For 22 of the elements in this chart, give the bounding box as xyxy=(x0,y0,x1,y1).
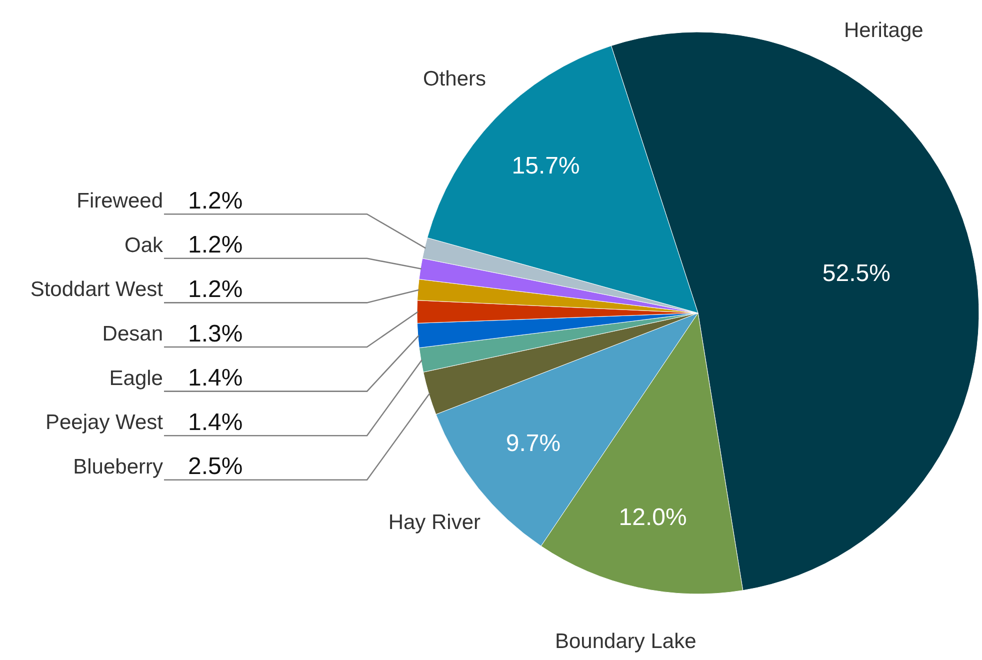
slice-label: Hay River xyxy=(388,510,481,534)
data-label: 1.2% xyxy=(188,276,243,304)
slice-label: Heritage xyxy=(844,19,924,42)
slice-label: Others xyxy=(422,67,486,90)
data-label: 9.7% xyxy=(506,430,561,457)
data-label: 1.4% xyxy=(188,408,243,436)
data-label: 1.2% xyxy=(188,232,243,259)
data-label: 52.5% xyxy=(822,260,890,288)
slice-label: Eagle xyxy=(109,366,163,390)
slice-label: Boundary Lake xyxy=(555,630,696,653)
slice-label: Desan xyxy=(102,322,163,346)
slice-label: Fireweed xyxy=(76,190,163,213)
slice-label: Peejay West xyxy=(46,411,164,434)
data-label: 12.0% xyxy=(618,504,687,532)
slice-label: Blueberry xyxy=(73,455,164,478)
data-label: 1.4% xyxy=(188,364,243,392)
data-label: 1.2% xyxy=(188,187,243,214)
slice-label: Oak xyxy=(124,234,164,257)
data-label: 1.3% xyxy=(188,320,243,348)
slice-label: Stoddart West xyxy=(30,278,164,302)
data-label: 15.7% xyxy=(512,152,580,180)
data-label: 2.5% xyxy=(188,453,243,480)
